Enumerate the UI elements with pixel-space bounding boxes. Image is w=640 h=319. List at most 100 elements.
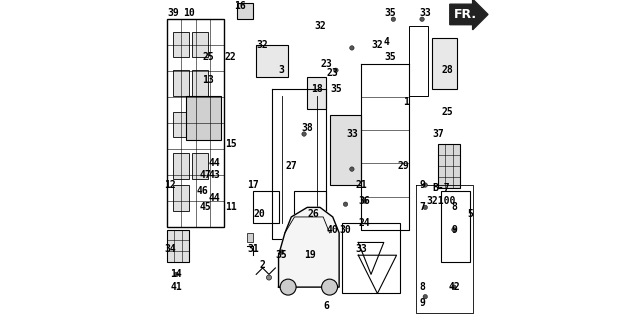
Text: 43: 43 (209, 170, 221, 181)
Text: 12: 12 (164, 180, 176, 190)
Text: 35: 35 (330, 85, 342, 94)
Circle shape (423, 294, 428, 299)
Text: 14: 14 (171, 269, 182, 279)
Text: 18: 18 (311, 85, 323, 94)
Text: 44: 44 (209, 193, 221, 203)
Bar (342, 223, 400, 293)
Text: 25: 25 (442, 107, 454, 117)
Text: 35: 35 (276, 250, 287, 260)
Bar (173, 153, 189, 179)
Text: 38: 38 (301, 122, 313, 133)
Text: 27: 27 (285, 161, 297, 171)
Text: 34: 34 (164, 244, 176, 254)
Circle shape (362, 199, 367, 203)
Bar (186, 96, 221, 140)
Text: 46: 46 (196, 186, 208, 197)
Text: 5: 5 (467, 209, 473, 219)
Bar (193, 70, 209, 96)
Text: 9: 9 (419, 180, 425, 190)
Bar (173, 112, 189, 137)
Text: 35: 35 (384, 53, 396, 63)
Text: 15: 15 (225, 138, 237, 149)
Bar (167, 19, 225, 226)
Text: 32100: 32100 (426, 196, 456, 206)
Text: 47: 47 (199, 170, 211, 181)
Text: 25: 25 (202, 53, 214, 63)
Text: 6: 6 (323, 301, 330, 311)
Text: 42: 42 (448, 282, 460, 292)
Text: 2: 2 (260, 260, 266, 270)
Bar (167, 230, 189, 262)
Circle shape (343, 202, 348, 206)
Text: 7: 7 (419, 202, 425, 212)
Text: 8: 8 (419, 282, 425, 292)
Text: 1: 1 (403, 97, 409, 107)
Circle shape (452, 285, 456, 289)
Text: 9: 9 (451, 225, 457, 235)
Text: 4: 4 (384, 37, 390, 47)
Text: B-7: B-7 (433, 183, 450, 193)
Circle shape (420, 17, 424, 21)
Circle shape (423, 183, 428, 187)
Text: 45: 45 (199, 202, 211, 212)
Text: 36: 36 (359, 196, 371, 206)
Text: 20: 20 (253, 209, 266, 219)
Text: 8: 8 (451, 202, 457, 212)
Bar (410, 26, 428, 96)
Bar (173, 70, 189, 96)
Bar (237, 3, 253, 19)
Text: 23: 23 (327, 69, 339, 78)
Circle shape (266, 275, 271, 280)
Text: 16: 16 (234, 2, 246, 11)
Text: 31: 31 (247, 244, 259, 254)
Bar (438, 144, 460, 188)
Bar (173, 185, 189, 211)
Bar (256, 45, 288, 77)
Circle shape (349, 167, 354, 171)
Bar (307, 77, 326, 108)
Circle shape (321, 279, 337, 295)
Bar (193, 32, 209, 57)
Text: 30: 30 (340, 225, 351, 235)
Text: 26: 26 (308, 209, 319, 219)
Circle shape (333, 68, 338, 72)
Text: FR.: FR. (454, 8, 477, 21)
Circle shape (349, 46, 354, 50)
Text: 3: 3 (279, 65, 285, 75)
Circle shape (391, 17, 396, 21)
Bar (193, 112, 209, 137)
Circle shape (302, 132, 307, 136)
Circle shape (452, 227, 456, 232)
Text: 33: 33 (346, 129, 358, 139)
Circle shape (280, 250, 284, 254)
Text: 28: 28 (442, 65, 454, 75)
Text: 33: 33 (419, 8, 431, 18)
Text: 10: 10 (184, 8, 195, 18)
Text: 37: 37 (432, 129, 444, 139)
Bar (441, 191, 470, 262)
Text: 35: 35 (384, 8, 396, 18)
Text: 32: 32 (314, 21, 326, 31)
Bar (330, 115, 362, 185)
Bar (431, 38, 457, 89)
Text: 21: 21 (356, 180, 367, 190)
Text: 22: 22 (225, 53, 237, 63)
Text: 24: 24 (359, 218, 371, 228)
Text: 44: 44 (209, 158, 221, 168)
Circle shape (423, 205, 428, 210)
Text: 33: 33 (356, 244, 367, 254)
Text: 40: 40 (327, 225, 339, 235)
Bar (193, 153, 209, 179)
Text: 17: 17 (247, 180, 259, 190)
Circle shape (280, 279, 296, 295)
Text: 32: 32 (372, 40, 383, 50)
Text: 29: 29 (397, 161, 409, 171)
Polygon shape (278, 207, 339, 287)
Bar (173, 32, 189, 57)
Text: 39: 39 (168, 8, 179, 18)
Text: 19: 19 (305, 250, 316, 260)
Bar (246, 233, 253, 242)
Text: 13: 13 (202, 75, 214, 85)
Text: 23: 23 (321, 59, 332, 69)
Text: 32: 32 (257, 40, 268, 50)
